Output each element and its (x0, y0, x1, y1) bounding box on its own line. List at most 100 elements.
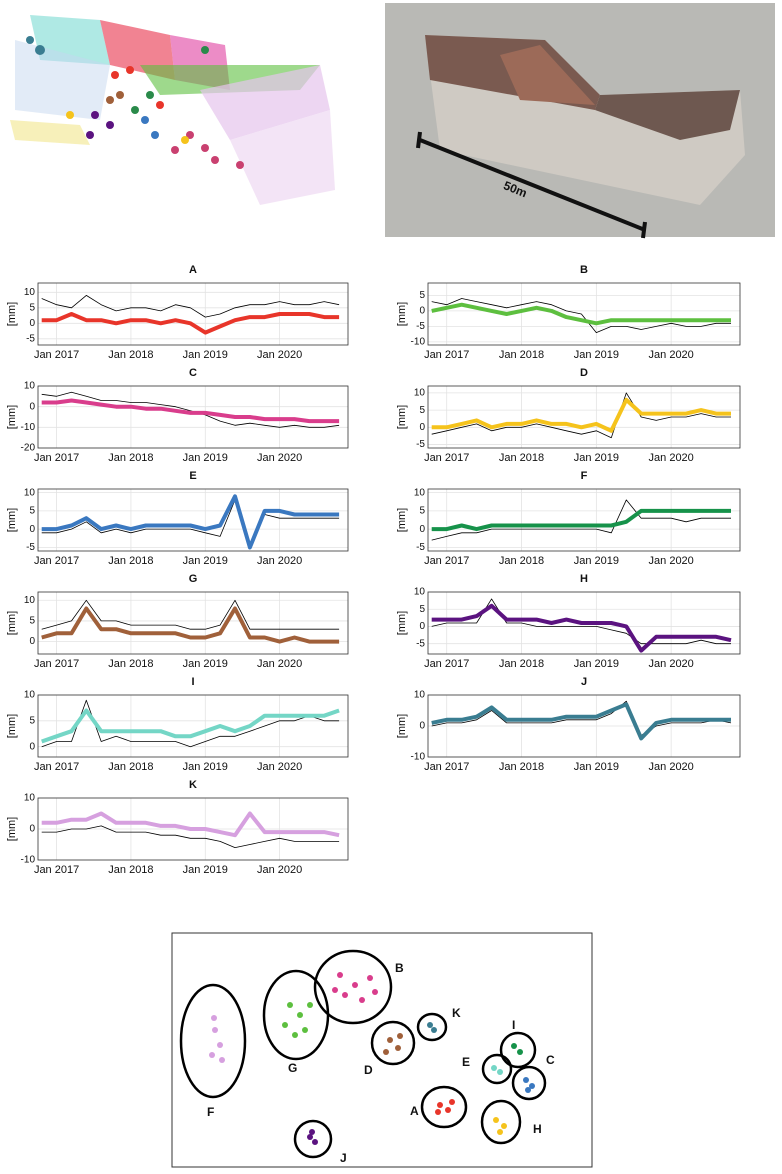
y-tick-label: -5 (416, 638, 425, 649)
y-axis-label: [mm] (6, 714, 18, 738)
y-tick-label: -5 (416, 321, 425, 332)
x-tick-label: Jan 2019 (183, 658, 228, 670)
x-tick-label: Jan 2019 (183, 349, 228, 361)
y-axis-label: [mm] (396, 611, 408, 635)
y-tick-label: 5 (29, 616, 35, 627)
x-tick-label: Jan 2020 (257, 864, 302, 876)
cluster-label: H (533, 1122, 542, 1136)
x-tick-label: Jan 2017 (34, 452, 79, 464)
x-tick-label: Jan 2017 (424, 452, 469, 464)
y-tick-label: -10 (21, 422, 36, 433)
y-tick-label: 10 (414, 487, 426, 498)
y-axis-label: [mm] (396, 302, 408, 326)
x-tick-label: Jan 2020 (257, 349, 302, 361)
y-tick-label: 0 (29, 636, 35, 647)
chart-title: F (581, 470, 588, 482)
cluster-label: J (340, 1151, 347, 1165)
y-tick-label: 0 (29, 524, 35, 535)
y-tick-label: 0 (419, 621, 425, 632)
x-tick-label: Jan 2017 (424, 658, 469, 670)
y-tick-label: 0 (29, 401, 35, 412)
y-tick-label: 0 (29, 824, 35, 835)
x-tick-label: Jan 2017 (424, 349, 469, 361)
x-tick-label: Jan 2018 (499, 658, 544, 670)
cluster-label: K (452, 1006, 461, 1020)
y-tick-label: 10 (414, 587, 426, 598)
chart-title: E (189, 470, 196, 482)
cluster-label: A (410, 1104, 419, 1118)
y-tick-label: 5 (29, 506, 35, 517)
x-tick-label: Jan 2017 (424, 555, 469, 567)
cluster-label: G (288, 1061, 297, 1075)
x-tick-label: Jan 2020 (649, 349, 694, 361)
y-axis-label: [mm] (6, 611, 18, 635)
cluster-labels: A B C D E F G H I J K (207, 961, 555, 1165)
y-tick-label: 5 (29, 302, 35, 313)
cluster-label: F (207, 1105, 214, 1119)
chart-title: I (191, 676, 194, 688)
y-axis-label: [mm] (6, 302, 18, 326)
x-tick-label: Jan 2020 (257, 452, 302, 464)
x-tick-label: Jan 2018 (108, 658, 153, 670)
x-tick-label: Jan 2017 (34, 658, 79, 670)
y-tick-label: 10 (24, 793, 36, 804)
x-tick-label: Jan 2017 (34, 864, 79, 876)
y-tick-label: 10 (24, 487, 36, 498)
y-tick-label: 0 (29, 318, 35, 329)
x-tick-label: Jan 2018 (499, 452, 544, 464)
y-axis-label: [mm] (396, 508, 408, 532)
x-tick-label: Jan 2017 (424, 761, 469, 773)
y-tick-label: -5 (416, 439, 425, 450)
building-photo: 50m (385, 3, 775, 238)
y-tick-label: 5 (419, 604, 425, 615)
chart-title: J (581, 676, 587, 688)
charts: A [mm] -5 0 5 10 Jan 2017 Jan 2018 Jan 2019 Jan 2… (6, 264, 740, 876)
y-tick-label: 5 (419, 290, 425, 301)
x-tick-label: Jan 2017 (34, 555, 79, 567)
chart-title: A (189, 264, 197, 276)
x-tick-label: Jan 2019 (183, 761, 228, 773)
x-tick-label: Jan 2018 (499, 555, 544, 567)
y-tick-label: 10 (414, 388, 426, 399)
y-axis-label: [mm] (6, 817, 18, 841)
y-axis-label: [mm] (396, 405, 408, 429)
x-tick-label: Jan 2017 (34, 349, 79, 361)
plot-area (38, 386, 348, 448)
chart-title: D (580, 367, 588, 379)
x-tick-label: Jan 2019 (183, 452, 228, 464)
y-tick-label: 10 (24, 287, 36, 298)
x-tick-label: Jan 2018 (499, 349, 544, 361)
y-tick-label: 5 (419, 506, 425, 517)
y-tick-label: -5 (26, 542, 35, 553)
x-tick-label: Jan 2020 (649, 452, 694, 464)
y-axis-label: [mm] (6, 508, 18, 532)
x-tick-label: Jan 2017 (34, 761, 79, 773)
x-tick-label: Jan 2019 (574, 452, 619, 464)
cluster-label: E (462, 1055, 470, 1069)
y-tick-label: 0 (419, 422, 425, 433)
x-tick-label: Jan 2019 (574, 555, 619, 567)
x-tick-label: Jan 2018 (499, 761, 544, 773)
x-tick-label: Jan 2019 (574, 349, 619, 361)
y-axis-label: [mm] (396, 714, 408, 738)
cluster-label: I (512, 1018, 515, 1032)
x-tick-label: Jan 2019 (183, 864, 228, 876)
x-tick-label: Jan 2019 (183, 555, 228, 567)
chart-title: B (580, 264, 588, 276)
y-axis-label: [mm] (6, 405, 18, 429)
chart-title: C (189, 367, 197, 379)
y-tick-label: 0 (29, 741, 35, 752)
x-tick-label: Jan 2018 (108, 555, 153, 567)
y-tick-label: 5 (29, 715, 35, 726)
x-tick-label: Jan 2020 (649, 555, 694, 567)
x-tick-label: Jan 2019 (574, 761, 619, 773)
chart-title: H (580, 573, 588, 585)
point-cloud (10, 15, 335, 205)
x-tick-label: Jan 2018 (108, 761, 153, 773)
cluster-label: B (395, 961, 404, 975)
y-tick-label: 10 (414, 690, 426, 701)
plot-area (38, 592, 348, 654)
x-tick-label: Jan 2020 (649, 658, 694, 670)
y-tick-label: -5 (416, 542, 425, 553)
cluster-label: C (546, 1053, 555, 1067)
